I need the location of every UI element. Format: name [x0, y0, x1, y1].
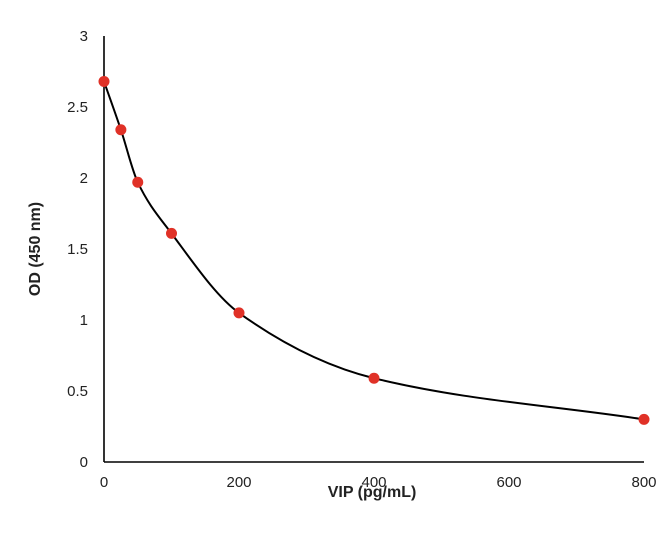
data-point — [115, 124, 127, 136]
plot-area: 0 200 400 600 800 0 0.5 1 1.5 2 2.5 3 — [67, 28, 656, 491]
x-tick-label: 600 — [496, 474, 521, 491]
data-point — [368, 372, 380, 384]
y-tick-label: 0 — [80, 454, 88, 471]
y-tick-label: 1 — [80, 312, 88, 329]
y-tick-label: 3 — [80, 28, 88, 45]
data-point — [132, 176, 144, 188]
x-tick-label: 0 — [100, 474, 108, 491]
data-point — [98, 75, 110, 87]
data-point — [166, 227, 177, 239]
y-tick-label: 0.5 — [67, 383, 88, 400]
y-tick-label: 1.5 — [67, 241, 88, 258]
y-tick-label: 2.5 — [67, 99, 88, 116]
data-point — [638, 413, 650, 425]
fit-curve — [103, 81, 645, 421]
x-tick-label: 800 — [631, 474, 656, 491]
y-axis-title: OD (450 nm) — [27, 202, 44, 296]
y-tick-labels: 0 0.5 1 1.5 2 2.5 3 — [67, 28, 88, 471]
y-tick-label: 2 — [80, 170, 88, 187]
data-point — [233, 307, 245, 319]
x-axis-title: VIP (pg/mL) — [328, 484, 417, 501]
x-tick-label: 400 — [361, 474, 386, 491]
x-tick-labels: 0 200 400 600 800 — [100, 474, 657, 491]
x-tick-label: 200 — [226, 474, 251, 491]
data-points — [98, 75, 650, 425]
